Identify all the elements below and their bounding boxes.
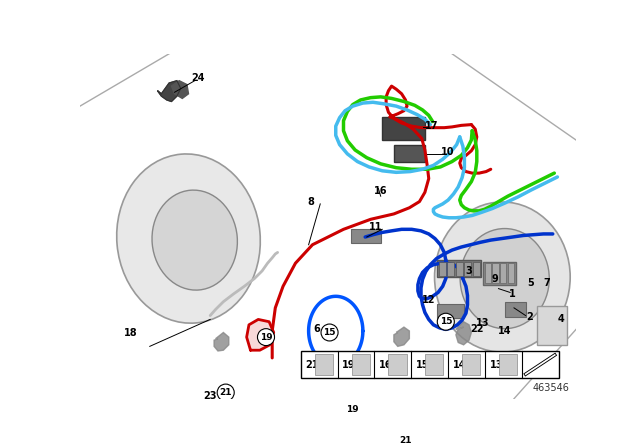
Bar [484, 263, 491, 283]
Text: 15: 15 [323, 328, 336, 337]
Ellipse shape [435, 202, 570, 352]
Text: 16: 16 [379, 360, 392, 370]
Text: 14: 14 [498, 326, 511, 336]
Circle shape [397, 432, 414, 448]
Bar [465, 262, 472, 276]
Text: 10: 10 [440, 147, 454, 157]
Bar [508, 263, 514, 283]
Text: 16: 16 [374, 186, 387, 196]
Ellipse shape [460, 228, 549, 329]
Bar [537, 306, 566, 345]
Text: 9: 9 [492, 274, 498, 284]
Bar [394, 145, 425, 162]
Circle shape [321, 324, 338, 341]
Text: 15: 15 [440, 317, 452, 326]
Text: 6: 6 [313, 324, 320, 334]
Text: 21: 21 [305, 360, 319, 370]
Circle shape [217, 384, 234, 401]
Bar [500, 263, 506, 283]
Bar [351, 354, 370, 375]
Text: 5: 5 [527, 278, 534, 288]
Text: 19: 19 [342, 360, 356, 370]
Bar [499, 354, 517, 375]
Bar [456, 262, 463, 276]
Circle shape [437, 313, 454, 330]
Text: 13: 13 [490, 360, 503, 370]
Text: 11: 11 [369, 222, 383, 232]
Text: 7: 7 [543, 278, 550, 288]
Bar [388, 354, 406, 375]
Text: 463546: 463546 [533, 383, 570, 392]
Text: 23: 23 [204, 392, 217, 401]
Bar [439, 262, 446, 276]
Text: 19: 19 [260, 332, 272, 342]
Text: 21: 21 [399, 436, 412, 445]
Text: 2: 2 [526, 312, 533, 322]
Bar [447, 262, 454, 276]
Text: 12: 12 [422, 295, 435, 305]
Bar [351, 229, 381, 243]
Text: 20: 20 [385, 355, 398, 365]
Bar [301, 351, 559, 378]
Text: 17: 17 [425, 121, 438, 131]
Bar [436, 260, 481, 277]
Ellipse shape [152, 190, 237, 290]
Text: 15: 15 [416, 360, 429, 370]
Polygon shape [214, 332, 229, 351]
Bar [462, 354, 480, 375]
Circle shape [257, 329, 275, 345]
Bar [505, 302, 526, 317]
Text: 24: 24 [191, 73, 205, 83]
Text: 3: 3 [466, 266, 472, 276]
Text: 21: 21 [220, 388, 232, 397]
Bar [425, 354, 444, 375]
Polygon shape [246, 319, 274, 350]
Bar [483, 262, 516, 285]
Circle shape [344, 401, 362, 418]
Text: 18: 18 [124, 327, 137, 337]
Text: 8: 8 [307, 197, 314, 207]
Text: 4: 4 [557, 314, 564, 324]
Bar [436, 304, 463, 318]
Text: 13: 13 [476, 318, 490, 328]
Polygon shape [456, 322, 472, 345]
Polygon shape [172, 81, 189, 99]
Bar [492, 263, 499, 283]
Polygon shape [157, 81, 180, 102]
Text: 14: 14 [452, 360, 467, 370]
Bar [473, 262, 480, 276]
Polygon shape [394, 327, 410, 346]
Bar [382, 117, 425, 140]
Bar [315, 354, 333, 375]
Text: 19: 19 [346, 405, 359, 414]
Text: 1: 1 [509, 289, 516, 299]
Ellipse shape [116, 154, 260, 323]
Text: 22: 22 [470, 324, 484, 334]
